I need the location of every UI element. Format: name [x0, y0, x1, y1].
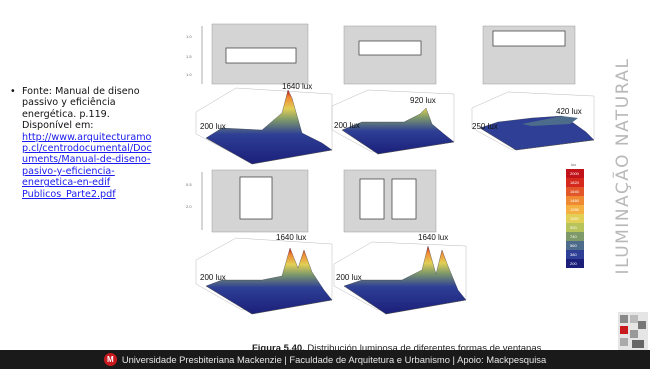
bullet: • [10, 86, 16, 97]
legend-swatch [566, 187, 584, 196]
wall-diagram-1: 1.0 1.5 1.0 [186, 23, 309, 85]
source-line: energética. p.119. [22, 108, 110, 120]
faculty-logo [618, 312, 648, 352]
surface-plot-4: 200 lux 1640 lux [195, 233, 333, 315]
plot-3-low-label: 250 lux [472, 122, 498, 131]
legend-value: 920 [570, 225, 577, 230]
source-line: Fonte: Manual de diseno [22, 86, 140, 97]
legend-swatch [566, 223, 584, 232]
legend-value: 1280 [570, 207, 580, 212]
source-line: passivo y eficiência [22, 97, 116, 109]
figure: 1.0 1.5 1.0 200 lux 1640 lux [182, 18, 614, 354]
lux-legend: lux 2000 1820 1640 1460 1280 1100 920 740 560 380… [566, 162, 584, 268]
svg-text:0.5: 0.5 [186, 182, 192, 187]
source-link-line: Publicos_Parte2.pdf [22, 188, 116, 200]
legend-value: 1460 [570, 198, 580, 203]
caption-text: Distribución luminosa de diferentes form… [304, 343, 545, 354]
caption-number: Figura 5.40. [251, 343, 305, 354]
surface-plot-1: 200 lux 1640 lux [195, 82, 333, 165]
plot-4-high-label: 1640 lux [276, 233, 306, 242]
plot-2-low-label: 200 lux [334, 121, 360, 130]
legend-title: lux [571, 162, 576, 167]
legend-swatch [566, 205, 584, 214]
source-link[interactable]: http://www.arquitecturamo p.cl/centrodoc… [22, 132, 175, 200]
plot-1-low-label: 200 lux [200, 122, 226, 131]
legend-swatch [566, 196, 584, 205]
source-link-line: http://www.arquitecturamo [22, 131, 152, 143]
legend-value: 740 [570, 234, 577, 239]
legend-swatch [566, 232, 584, 241]
legend-value: 380 [570, 252, 577, 257]
wall-diagram-2 [343, 25, 437, 85]
plot-3-high-label: 420 lux [556, 107, 582, 116]
legend-swatch [566, 259, 584, 268]
plot-5-high-label: 1640 lux [418, 233, 448, 242]
source-link-line: pasivo-y-eficiencia- [22, 165, 115, 177]
legend-value: 560 [570, 243, 577, 248]
wall-diagram-5 [343, 169, 437, 233]
legend-value: 1100 [570, 216, 579, 221]
footer-text: Universidade Presbiteriana Mackenzie | F… [121, 354, 547, 365]
wall-diagram-3 [482, 25, 576, 85]
surface-plot-5: 200 lux 1640 lux [333, 233, 467, 315]
mackenzie-logo-icon: M [103, 353, 117, 366]
side-title: ILUMINAÇÃO NATURAL [612, 56, 634, 276]
figure-illustration: 1.0 1.5 1.0 200 lux 1640 lux [186, 23, 595, 315]
surface-plot-2: 200 lux 920 lux [331, 89, 455, 155]
side-title-text: ILUMINAÇÃO NATURAL [613, 57, 633, 275]
svg-text:2.0: 2.0 [186, 204, 192, 209]
legend-value: 1820 [570, 180, 580, 185]
legend-swatch [566, 241, 584, 250]
svg-text:1.0: 1.0 [186, 34, 192, 39]
legend-value: 2000 [570, 171, 580, 176]
plot-2-high-label: 920 lux [410, 96, 436, 105]
surface-plot-3: 250 lux 420 lux [471, 91, 595, 151]
legend-swatch [566, 250, 584, 259]
legend-swatch [566, 214, 584, 223]
figure-caption: Figura 5.40. Distribución luminosa de di… [182, 343, 614, 354]
plot-1-high-label: 1640 lux [282, 82, 312, 91]
legend-swatch [566, 178, 584, 187]
legend-value: 1640 [570, 189, 580, 194]
logo-icon [618, 312, 648, 352]
svg-text:1.5: 1.5 [186, 54, 192, 59]
source-link-line: p.cl/centrodocumental/Doc [22, 143, 152, 155]
plot-5-low-label: 200 lux [336, 273, 362, 282]
source-line: Disponível em: [22, 120, 94, 132]
source-link-line: uments/Manual-de-diseno- [22, 154, 151, 166]
legend-value: 200 [570, 261, 577, 266]
plot-4-low-label: 200 lux [200, 273, 226, 282]
footer: M Universidade Presbiteriana Mackenzie |… [0, 350, 650, 369]
source-link-line: energetica-en-edif [22, 177, 111, 189]
legend-swatch [566, 169, 584, 178]
svg-text:1.0: 1.0 [186, 72, 192, 77]
wall-diagram-4: 0.5 2.0 [186, 169, 309, 233]
source-citation: • Fonte: Manual de diseno passivo y efic… [10, 86, 175, 200]
